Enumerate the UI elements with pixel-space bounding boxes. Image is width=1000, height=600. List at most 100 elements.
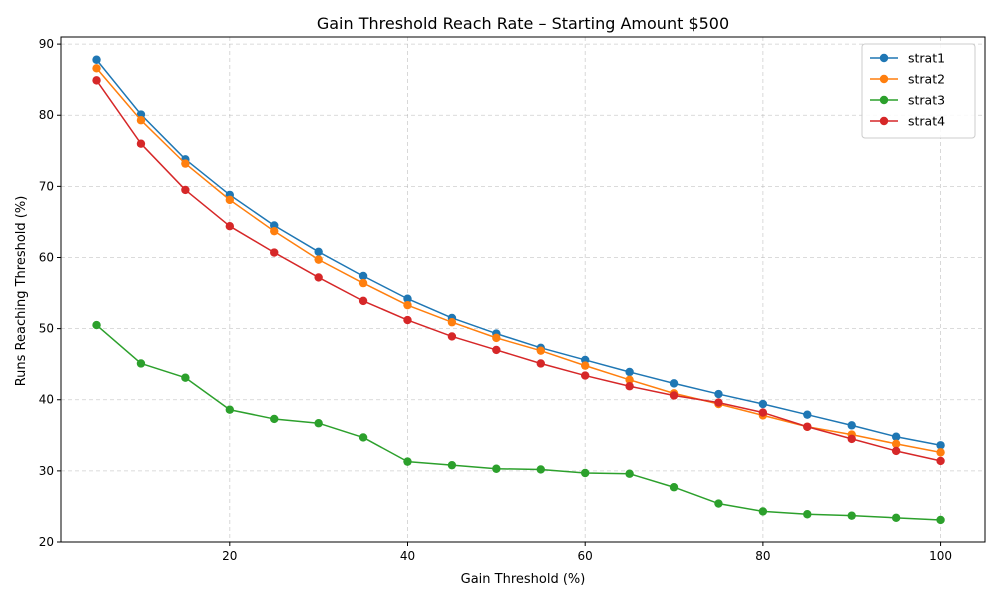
data-point-strat2 <box>403 300 412 310</box>
series-layer <box>92 55 945 525</box>
data-point-strat1 <box>625 367 634 377</box>
data-point-strat4 <box>358 296 368 306</box>
legend-label: strat2 <box>908 72 945 87</box>
legend-box <box>861 43 976 139</box>
y-tick-label: 30 <box>39 464 54 478</box>
data-point-strat4 <box>714 398 723 407</box>
data-point-strat3 <box>314 419 323 428</box>
data-point-strat3 <box>669 483 679 492</box>
x-tick-label: 80 <box>755 549 770 563</box>
data-point-strat4 <box>936 456 945 466</box>
data-point-strat1 <box>403 294 412 303</box>
data-point-strat3 <box>891 513 901 523</box>
data-point-strat2 <box>92 64 101 73</box>
data-point-strat2 <box>314 255 323 264</box>
series-line-strat4 <box>95 79 941 462</box>
legend-swatch-marker <box>879 74 889 84</box>
data-point-strat2 <box>492 333 501 343</box>
data-point-strat3 <box>447 460 457 470</box>
axis-ticks: 20 40 60 80 100 20 30 40 50 60 70 80 90 <box>39 37 952 563</box>
legend-item-strat2: strat2 <box>870 72 945 87</box>
data-point-strat3 <box>936 515 945 525</box>
data-point-strat1 <box>803 410 812 419</box>
series-line-strat3 <box>96 324 941 521</box>
data-point-strat1 <box>847 421 856 430</box>
data-point-strat1 <box>891 432 901 441</box>
series-line-strat2 <box>95 67 941 454</box>
data-point-strat3 <box>536 465 545 474</box>
data-point-strat3 <box>136 359 146 368</box>
y-tick-label: 70 <box>39 179 54 193</box>
data-point-strat4 <box>803 422 812 431</box>
data-point-strat4 <box>580 371 590 380</box>
plot-area-frame <box>60 36 986 543</box>
data-point-strat3 <box>803 510 812 519</box>
legend-item-strat3: strat3 <box>870 93 945 108</box>
data-point-strat2 <box>936 448 945 457</box>
data-point-strat4 <box>270 248 279 257</box>
y-tick-label: 80 <box>39 108 54 122</box>
data-point-strat3 <box>847 511 856 520</box>
y-tick-label: 20 <box>39 535 54 549</box>
data-point-strat3 <box>225 405 235 414</box>
data-point-strat4 <box>447 332 457 341</box>
series-strat1 <box>92 55 945 450</box>
data-point-strat4 <box>847 434 856 444</box>
y-tick-label: 60 <box>39 250 54 264</box>
data-point-strat3 <box>758 507 768 516</box>
data-point-strat3 <box>181 373 190 382</box>
data-point-strat4 <box>92 76 101 85</box>
legend-label: strat1 <box>908 51 945 66</box>
legend-item-strat1: strat1 <box>870 51 945 66</box>
data-point-strat1 <box>714 389 723 399</box>
data-point-strat2 <box>136 116 146 125</box>
data-point-strat3 <box>492 464 501 473</box>
data-point-strat4 <box>225 221 235 231</box>
data-point-strat4 <box>625 382 634 391</box>
legend-label: strat3 <box>908 93 945 108</box>
legend-item-strat4: strat4 <box>870 114 945 129</box>
series-strat3 <box>92 320 945 525</box>
data-point-strat1 <box>758 399 768 409</box>
x-tick-label: 20 <box>222 549 237 563</box>
grid <box>61 37 985 543</box>
data-point-strat1 <box>314 247 323 257</box>
data-point-strat4 <box>403 315 412 325</box>
series-line-strat1 <box>95 59 941 447</box>
data-point-strat2 <box>181 159 190 168</box>
data-point-strat3 <box>270 414 279 424</box>
data-point-strat4 <box>181 185 190 195</box>
data-point-strat2 <box>891 439 901 449</box>
y-axis-title: Runs Reaching Threshold (%) <box>14 196 29 387</box>
data-point-strat2 <box>358 278 368 288</box>
data-point-strat4 <box>492 345 501 355</box>
legend: strat1 strat2 strat3 strat4 <box>861 43 976 139</box>
data-point-strat4 <box>314 273 323 282</box>
x-tick-label: 60 <box>578 549 593 563</box>
data-point-strat3 <box>358 433 368 442</box>
data-point-strat3 <box>625 469 634 478</box>
data-point-strat4 <box>136 139 146 148</box>
y-tick-label: 40 <box>39 393 54 407</box>
data-point-strat2 <box>270 226 279 236</box>
series-strat4 <box>92 76 945 466</box>
data-point-strat1 <box>669 379 679 388</box>
data-point-strat1 <box>936 441 945 450</box>
data-point-strat2 <box>536 346 545 355</box>
data-point-strat4 <box>536 359 545 368</box>
data-point-strat2 <box>447 318 457 327</box>
legend-swatch-marker <box>879 95 889 105</box>
data-point-strat2 <box>580 361 590 370</box>
data-point-strat3 <box>580 468 590 478</box>
data-point-strat4 <box>758 408 768 417</box>
data-point-strat3 <box>714 499 723 508</box>
x-tick-label: 100 <box>929 549 952 563</box>
data-point-strat3 <box>403 457 412 466</box>
y-tick-label: 90 <box>39 37 54 51</box>
legend-label: strat4 <box>908 114 945 129</box>
x-axis-title: Gain Threshold (%) <box>461 572 586 587</box>
series-strat2 <box>92 64 945 457</box>
data-point-strat1 <box>92 55 101 64</box>
